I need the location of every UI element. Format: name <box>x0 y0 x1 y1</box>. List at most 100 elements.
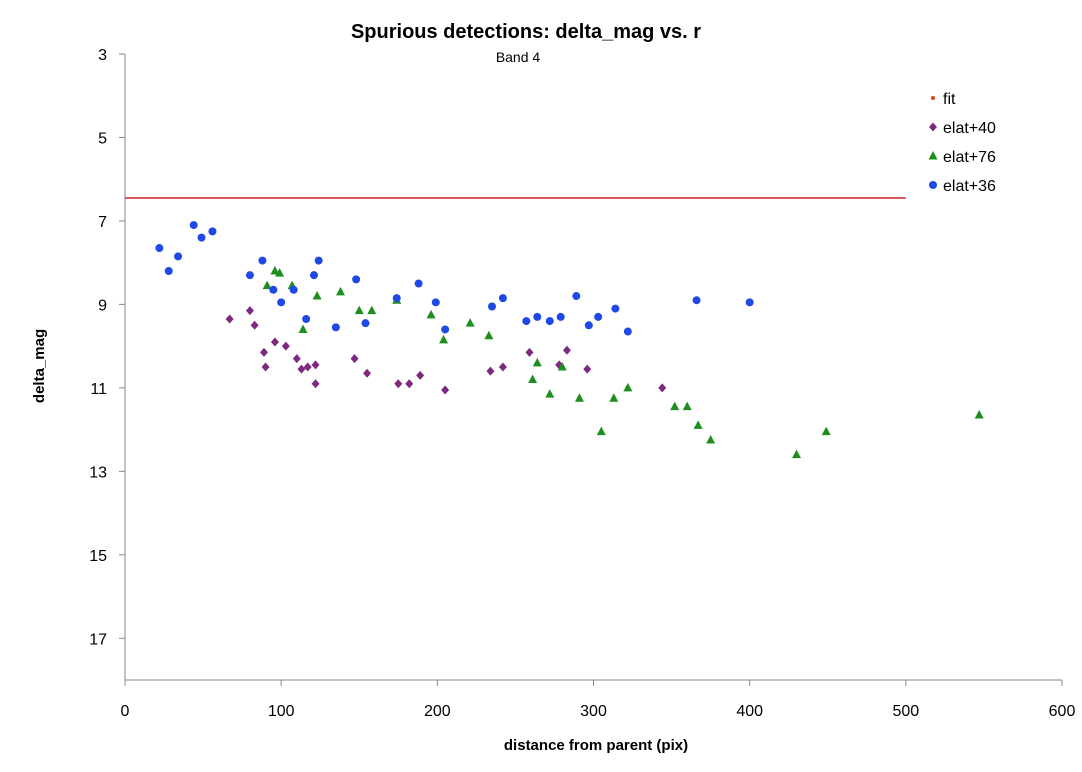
data-point-elat-36 <box>556 312 565 321</box>
data-point-elat-36 <box>414 279 423 288</box>
x-tick-label: 600 <box>1049 703 1076 720</box>
data-point-elat-76 <box>439 334 449 344</box>
data-points <box>155 221 984 459</box>
data-point-elat-36 <box>352 275 361 284</box>
data-point-elat-76 <box>682 401 692 411</box>
data-point-elat-36 <box>174 252 183 261</box>
data-point-elat-76 <box>336 286 346 296</box>
x-tick-label: 0 <box>121 703 130 720</box>
data-point-elat-76 <box>270 266 280 275</box>
data-point-elat-36 <box>533 312 542 321</box>
data-point-elat-40 <box>416 370 425 380</box>
legend-marker-elat-76 <box>928 151 938 160</box>
y-tick-label: 13 <box>89 464 107 481</box>
data-point-elat-40 <box>311 379 320 389</box>
data-point-elat-76 <box>532 357 542 367</box>
data-point-elat-36 <box>189 221 198 230</box>
data-point-elat-36 <box>594 312 603 321</box>
data-point-elat-40 <box>394 379 403 389</box>
data-point-elat-76 <box>262 280 272 290</box>
x-tick-label: 200 <box>424 703 451 720</box>
data-point-elat-36 <box>584 321 593 330</box>
data-point-elat-36 <box>361 319 370 328</box>
data-point-elat-36 <box>623 327 632 336</box>
data-point-elat-40 <box>303 362 312 372</box>
data-point-elat-76 <box>974 409 984 419</box>
y-tick-label: 3 <box>98 47 107 64</box>
data-point-elat-76 <box>528 374 538 384</box>
data-point-elat-76 <box>557 362 567 371</box>
data-point-elat-36 <box>314 256 323 265</box>
legend-label-elat-40: elat+40 <box>943 120 996 137</box>
x-tick-label: 500 <box>892 703 919 720</box>
data-point-elat-36 <box>545 317 554 326</box>
data-point-elat-36 <box>258 256 267 265</box>
data-point-elat-76 <box>623 382 633 392</box>
legend-label-elat-76: elat+76 <box>943 149 996 166</box>
data-point-elat-40 <box>261 362 270 372</box>
legend-marker-fit <box>931 96 935 100</box>
x-axis-label: distance from parent (pix) <box>504 737 688 754</box>
data-point-elat-40 <box>486 366 495 376</box>
y-tick-label: 9 <box>98 297 107 314</box>
data-point-elat-76 <box>792 449 802 459</box>
data-point-elat-76 <box>609 393 619 402</box>
data-point-elat-36 <box>487 302 496 311</box>
axes: 0 100 200 300 400 500 600 3 5 7 9 11 13 15 17 <box>89 47 1075 720</box>
data-point-elat-40 <box>525 347 534 357</box>
data-point-elat-36 <box>431 298 440 307</box>
data-point-elat-36 <box>309 271 318 280</box>
data-point-elat-36 <box>245 271 254 280</box>
data-point-elat-76 <box>484 330 494 340</box>
data-point-elat-36 <box>522 317 531 326</box>
data-point-elat-76 <box>312 291 322 300</box>
data-point-elat-76 <box>821 426 831 436</box>
data-point-elat-36 <box>331 323 340 332</box>
data-point-elat-40 <box>245 306 254 316</box>
data-point-elat-76 <box>275 268 285 277</box>
data-point-elat-40 <box>297 364 306 374</box>
data-point-elat-76 <box>465 318 475 327</box>
data-point-elat-36 <box>164 267 173 276</box>
data-point-elat-40 <box>562 345 571 355</box>
data-point-elat-76 <box>706 435 716 444</box>
x-tick-label: 400 <box>736 703 763 720</box>
data-point-elat-40 <box>583 364 592 374</box>
y-axis-label: delta_mag <box>31 329 48 403</box>
legend: fit elat+40 elat+76 elat+36 <box>928 91 996 195</box>
data-point-elat-36 <box>289 285 298 294</box>
data-point-elat-40 <box>259 347 268 357</box>
data-point-elat-36 <box>498 294 507 303</box>
data-point-elat-76 <box>367 305 377 315</box>
legend-marker-elat-40 <box>929 122 937 132</box>
data-point-elat-36 <box>269 285 278 294</box>
data-point-elat-76 <box>298 324 308 333</box>
data-point-elat-36 <box>208 227 217 236</box>
data-point-elat-76 <box>670 401 680 411</box>
data-point-elat-40 <box>292 354 301 364</box>
data-point-elat-36 <box>155 244 164 253</box>
x-tick-label: 100 <box>268 703 295 720</box>
data-point-elat-76 <box>354 305 364 315</box>
data-point-elat-36 <box>302 315 311 324</box>
chart-title: Spurious detections: delta_mag vs. r <box>351 21 701 43</box>
data-point-elat-36 <box>692 296 701 305</box>
data-point-elat-40 <box>225 314 234 324</box>
data-point-elat-36 <box>572 292 581 301</box>
data-point-elat-76 <box>596 426 606 436</box>
data-point-elat-40 <box>311 360 320 370</box>
data-point-elat-40 <box>363 368 372 378</box>
data-point-elat-40 <box>281 341 290 351</box>
data-point-elat-40 <box>441 385 450 395</box>
data-point-elat-36 <box>277 298 286 307</box>
data-point-elat-36 <box>392 294 401 303</box>
data-point-elat-76 <box>545 389 555 398</box>
data-point-elat-36 <box>745 298 754 307</box>
chart-subtitle: Band 4 <box>496 49 541 65</box>
data-point-elat-36 <box>441 325 450 334</box>
legend-marker-elat-36 <box>929 181 937 189</box>
data-point-elat-76 <box>574 393 584 402</box>
legend-label-fit: fit <box>943 91 956 108</box>
data-point-elat-40 <box>270 337 279 347</box>
x-tick-label: 300 <box>580 703 607 720</box>
